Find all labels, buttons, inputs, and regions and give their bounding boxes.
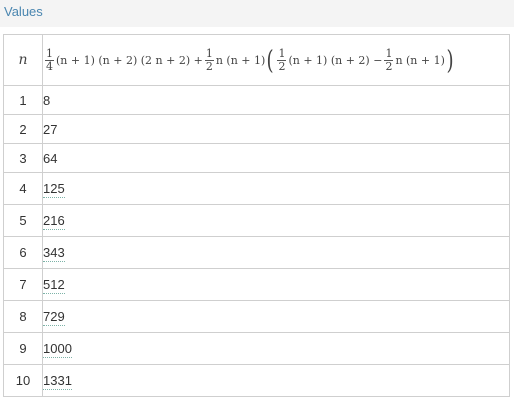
row-value: 216 bbox=[42, 204, 510, 237]
row-index: 10 bbox=[3, 364, 43, 397]
fraction-numerator: 1 bbox=[384, 47, 394, 62]
table-row: 8 729 bbox=[3, 300, 510, 333]
value-text: 64 bbox=[43, 150, 58, 166]
value-text: 729 bbox=[43, 309, 65, 326]
row-value: 729 bbox=[42, 300, 510, 333]
value-text: 512 bbox=[43, 277, 65, 294]
fraction-numerator: 1 bbox=[45, 47, 54, 62]
row-index: 6 bbox=[3, 236, 43, 269]
value-text: 27 bbox=[43, 121, 58, 137]
fraction-denominator: 4 bbox=[46, 60, 53, 74]
row-index: 9 bbox=[3, 332, 43, 365]
row-value: 125 bbox=[42, 172, 510, 205]
table-row: 5 216 bbox=[3, 204, 510, 237]
right-paren: ) bbox=[446, 45, 454, 76]
row-value: 1331 bbox=[42, 364, 510, 397]
row-value: 64 bbox=[42, 143, 510, 173]
column-header-n: n bbox=[3, 34, 43, 86]
row-index: 3 bbox=[3, 143, 43, 173]
formula-part-3: (n + 1) (n + 2) − bbox=[288, 54, 383, 68]
row-index: 8 bbox=[3, 300, 43, 333]
value-text: 125 bbox=[43, 181, 65, 198]
value-text: 8 bbox=[43, 92, 51, 108]
left-paren: ( bbox=[266, 45, 274, 76]
panel-title: Values bbox=[4, 4, 43, 19]
table-row: 4 125 bbox=[3, 172, 510, 205]
table-row: 10 1331 bbox=[3, 364, 510, 397]
table-row: 2 27 bbox=[3, 114, 510, 144]
fraction-denominator: 2 bbox=[385, 60, 393, 74]
row-index: 1 bbox=[3, 85, 43, 115]
panel-header: Values bbox=[0, 0, 514, 27]
fraction-numerator: 1 bbox=[204, 47, 214, 62]
table-row: 9 1000 bbox=[3, 332, 510, 365]
row-index: 7 bbox=[3, 268, 43, 301]
formula-part-4: n (n + 1) bbox=[395, 54, 445, 68]
value-text: 1000 bbox=[43, 341, 72, 358]
fraction-numerator: 1 bbox=[277, 47, 287, 62]
row-index: 5 bbox=[3, 204, 43, 237]
value-text: 343 bbox=[43, 245, 65, 262]
row-value: 27 bbox=[42, 114, 510, 144]
formula-part-2: n (n + 1) bbox=[215, 54, 266, 68]
row-value: 343 bbox=[42, 236, 510, 269]
row-value: 1000 bbox=[42, 332, 510, 365]
row-index: 2 bbox=[3, 114, 43, 144]
row-index: 4 bbox=[3, 172, 43, 205]
row-value: 8 bbox=[42, 85, 510, 115]
table-row: 7 512 bbox=[3, 268, 510, 301]
table-row: 6 343 bbox=[3, 236, 510, 269]
table-row: 3 64 bbox=[3, 143, 510, 173]
fraction-denominator: 2 bbox=[278, 60, 286, 74]
value-text: 216 bbox=[43, 213, 65, 230]
formula-part-1: (n + 1) (n + 2) (2 n + 2) + bbox=[56, 54, 203, 68]
fraction-denominator: 2 bbox=[205, 60, 213, 74]
row-value: 512 bbox=[42, 268, 510, 301]
value-text: 1331 bbox=[43, 373, 72, 390]
